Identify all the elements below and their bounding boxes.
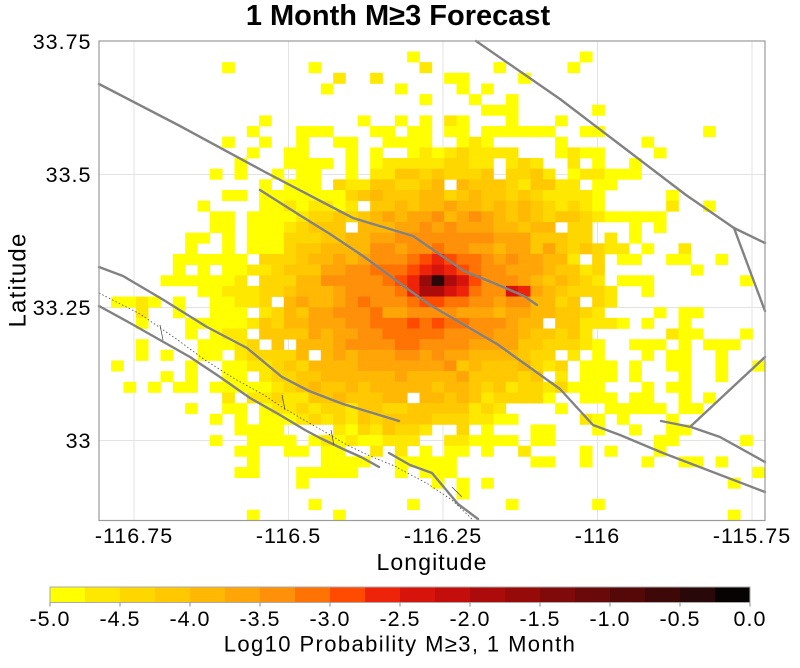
svg-text:-3.5: -3.5 [239,607,280,631]
svg-text:33.5: 33.5 [46,163,92,187]
svg-text:-116.75: -116.75 [95,524,173,548]
svg-text:Log10 Probability M≥3, 1 Month: Log10 Probability M≥3, 1 Month [224,632,576,657]
svg-text:-116: -116 [575,524,620,548]
svg-text:-116.25: -116.25 [404,524,482,548]
svg-text:Longitude: Longitude [377,549,488,575]
svg-text:-1.0: -1.0 [589,607,630,631]
svg-text:-4.5: -4.5 [99,607,140,631]
svg-text:1 Month M≥3 Forecast: 1 Month M≥3 Forecast [246,0,551,32]
svg-text:-1.5: -1.5 [519,607,560,631]
svg-text:-2.0: -2.0 [449,607,490,631]
svg-text:33.25: 33.25 [33,296,92,320]
svg-text:-3.0: -3.0 [309,607,350,631]
svg-text:-5.0: -5.0 [29,607,70,631]
svg-text:0.0: 0.0 [734,607,767,631]
svg-text:-4.0: -4.0 [169,607,210,631]
svg-text:33.75: 33.75 [33,30,92,54]
svg-text:-2.5: -2.5 [379,607,420,631]
svg-text:-115.75: -115.75 [713,524,791,548]
svg-text:-116.5: -116.5 [256,524,321,548]
svg-text:Latitude: Latitude [5,232,32,327]
svg-text:-0.5: -0.5 [659,607,700,631]
svg-text:33: 33 [66,429,92,453]
